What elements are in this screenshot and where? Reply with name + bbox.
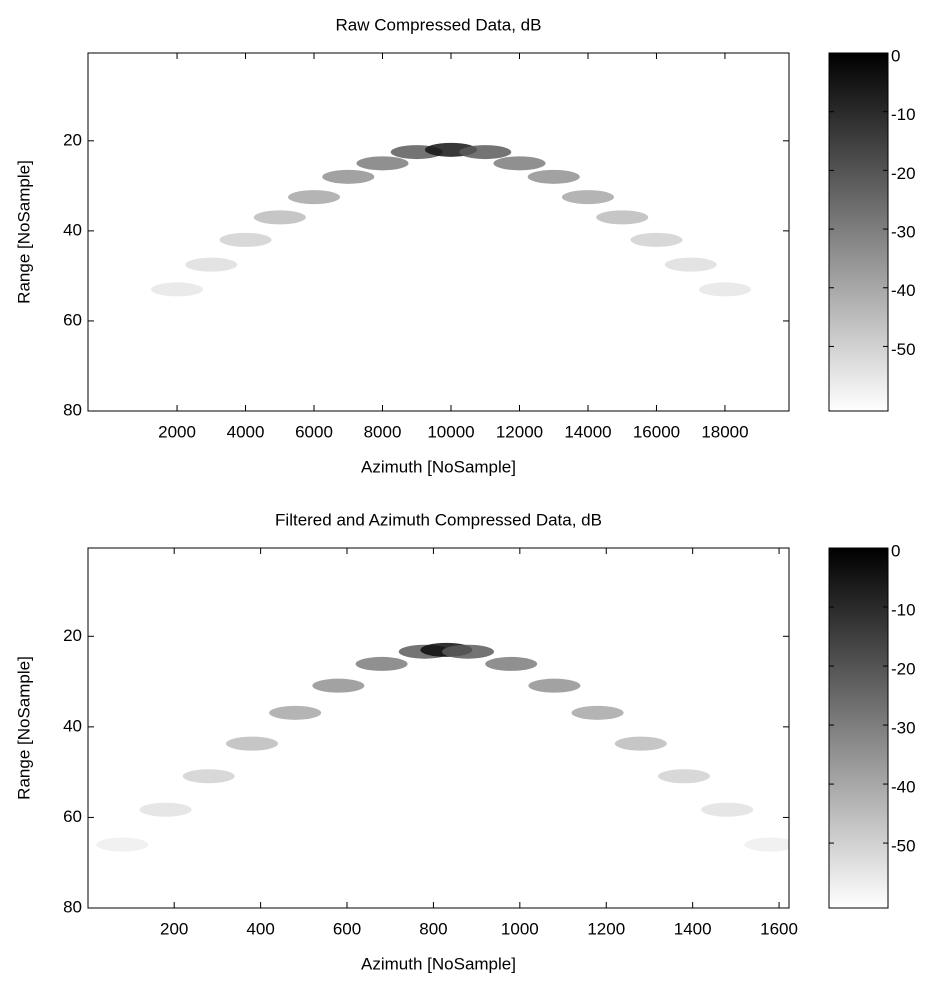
x-tick-label: 800 bbox=[419, 919, 447, 938]
colorbar-tick-label: -40 bbox=[891, 281, 916, 300]
colorbar-tick-label: -20 bbox=[891, 164, 916, 183]
heat-cell bbox=[698, 282, 751, 297]
x-tick-label: 400 bbox=[246, 919, 274, 938]
x-tick-label: 1000 bbox=[501, 919, 539, 938]
heat-cell bbox=[614, 736, 667, 751]
x-tick-label: 1600 bbox=[760, 919, 798, 938]
heatmap bbox=[151, 142, 751, 297]
y-tick-label: 20 bbox=[63, 130, 82, 149]
x-axis-label: Azimuth [NoSample] bbox=[361, 457, 516, 476]
x-tick-label: 8000 bbox=[364, 422, 402, 441]
heat-cell bbox=[658, 769, 711, 784]
heat-cell bbox=[219, 232, 272, 247]
colorbar-tick-label: -40 bbox=[891, 778, 916, 797]
y-tick-label: 60 bbox=[63, 310, 82, 329]
heat-cell bbox=[355, 656, 408, 671]
heat-cell bbox=[493, 156, 546, 171]
colorbar-tick-label: -20 bbox=[891, 660, 916, 679]
x-tick-label: 2000 bbox=[158, 422, 196, 441]
colorbar-tick-label: 0 bbox=[891, 46, 900, 65]
colorbar-tick-label: -50 bbox=[891, 837, 916, 856]
colorbar bbox=[828, 547, 889, 909]
heat-cell bbox=[139, 802, 192, 817]
heat-cell bbox=[288, 190, 341, 205]
colorbar bbox=[828, 52, 889, 412]
chart-title: Raw Compressed Data, dB bbox=[336, 15, 542, 34]
heat-cell bbox=[596, 210, 649, 225]
heat-cell bbox=[744, 837, 789, 852]
heat-cell bbox=[441, 644, 494, 659]
x-tick-label: 200 bbox=[160, 919, 188, 938]
heat-cell bbox=[253, 210, 306, 225]
colorbar-tick-label: -10 bbox=[891, 105, 916, 124]
heat-cell bbox=[528, 678, 581, 693]
x-tick-label: 12000 bbox=[496, 422, 543, 441]
y-tick-label: 20 bbox=[63, 626, 82, 645]
x-tick-label: 1200 bbox=[587, 919, 625, 938]
colorbar-tick-label: 0 bbox=[891, 541, 900, 560]
y-tick-label: 40 bbox=[63, 220, 82, 239]
x-axis-label: Azimuth [NoSample] bbox=[361, 954, 516, 973]
plot-area bbox=[88, 548, 789, 908]
heat-cell bbox=[312, 678, 365, 693]
heat-cell bbox=[269, 705, 322, 720]
plot-area bbox=[88, 53, 789, 411]
y-tick-label: 80 bbox=[63, 400, 82, 419]
y-axis-label: Range [NoSample] bbox=[14, 160, 33, 304]
heat-cell bbox=[151, 282, 204, 297]
heat-cell bbox=[630, 232, 683, 247]
heat-cell bbox=[185, 257, 238, 272]
heat-cell bbox=[182, 769, 235, 784]
colorbar-tick-label: -50 bbox=[891, 340, 916, 359]
heat-cell bbox=[664, 257, 717, 272]
y-tick-label: 80 bbox=[63, 897, 82, 916]
heat-cell bbox=[459, 145, 512, 160]
heat-cell bbox=[571, 705, 624, 720]
x-tick-label: 10000 bbox=[427, 422, 474, 441]
x-tick-label: 16000 bbox=[633, 422, 680, 441]
x-tick-label: 18000 bbox=[701, 422, 748, 441]
heat-cell bbox=[527, 169, 580, 184]
colorbar-tick-label: -10 bbox=[891, 601, 916, 620]
y-tick-label: 40 bbox=[63, 716, 82, 735]
heat-cell bbox=[225, 736, 278, 751]
heat-cell bbox=[356, 156, 409, 171]
x-tick-label: 4000 bbox=[227, 422, 265, 441]
x-tick-label: 6000 bbox=[295, 422, 333, 441]
x-tick-label: 600 bbox=[333, 919, 361, 938]
x-tick-label: 14000 bbox=[564, 422, 611, 441]
y-axis-label: Range [NoSample] bbox=[14, 656, 33, 800]
heat-cell bbox=[96, 837, 149, 852]
heat-cell bbox=[322, 169, 375, 184]
y-tick-label: 60 bbox=[63, 807, 82, 826]
heat-cell bbox=[701, 802, 754, 817]
colorbar-tick-label: -30 bbox=[891, 223, 916, 242]
axes-frame bbox=[87, 547, 790, 909]
heat-cell bbox=[561, 190, 614, 205]
heat-cell bbox=[485, 656, 538, 671]
colorbar-tick-label: -30 bbox=[891, 719, 916, 738]
chart-title: Filtered and Azimuth Compressed Data, dB bbox=[275, 510, 602, 529]
x-tick-label: 1400 bbox=[674, 919, 712, 938]
heatmap bbox=[96, 642, 789, 852]
axes-frame bbox=[87, 52, 790, 412]
